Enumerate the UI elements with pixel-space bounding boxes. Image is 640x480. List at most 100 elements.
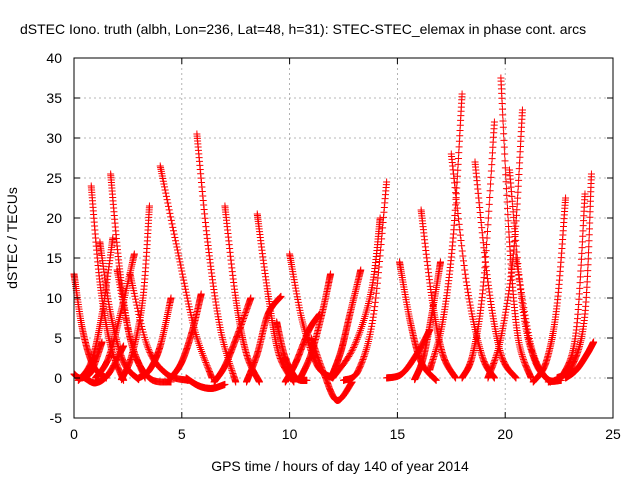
data-point (477, 348, 485, 356)
data-point (458, 242, 466, 250)
data-point (431, 349, 439, 357)
data-point (520, 356, 528, 364)
data-point (200, 353, 208, 361)
data-point (432, 348, 440, 355)
data-point (370, 310, 378, 318)
data-series (307, 334, 356, 404)
data-point (347, 348, 355, 356)
data-point (118, 296, 126, 304)
data-point (491, 357, 499, 365)
data-point (183, 291, 191, 299)
y-tick-label: 10 (46, 290, 62, 306)
data-point (515, 176, 523, 184)
data-point (180, 276, 188, 284)
data-point (482, 253, 490, 261)
data-point (500, 143, 508, 151)
data-point (530, 353, 538, 361)
data-point (145, 345, 153, 353)
data-point (492, 353, 500, 361)
data-point (499, 117, 507, 125)
data-point (175, 255, 183, 263)
data-point (171, 233, 179, 241)
data-point (467, 304, 475, 312)
data-point (116, 283, 124, 291)
data-point (576, 273, 584, 281)
data-point (383, 178, 391, 186)
data-point (228, 366, 236, 374)
data-point (462, 274, 470, 282)
data-point (529, 350, 537, 358)
data-point (585, 225, 593, 233)
data-point (292, 284, 300, 292)
data-point (130, 289, 138, 297)
data-point (203, 362, 211, 370)
data-point (517, 288, 525, 296)
data-point (183, 294, 191, 302)
data-point (197, 290, 205, 298)
data-point (172, 240, 180, 248)
data-point (466, 298, 474, 306)
data-point (375, 263, 383, 271)
data-point (452, 374, 460, 382)
data-point (291, 281, 299, 289)
data-point (585, 237, 593, 245)
data-point (479, 239, 487, 247)
data-series (117, 202, 153, 384)
data-point (502, 171, 510, 179)
data-point (374, 274, 382, 282)
data-point (232, 378, 240, 386)
data-point (490, 118, 498, 126)
data-point (487, 180, 495, 188)
data-point (119, 299, 127, 307)
data-point (478, 224, 486, 232)
data-point (457, 237, 465, 245)
data-point (562, 194, 570, 202)
data-series (529, 194, 570, 386)
data-point (490, 374, 498, 382)
data-point (351, 340, 359, 348)
data-point (164, 202, 172, 210)
data-point (315, 358, 323, 366)
data-point (376, 214, 384, 222)
data-point (161, 183, 169, 191)
data-point (460, 262, 468, 270)
data-point (350, 342, 358, 350)
data-point (358, 358, 366, 366)
data-point (584, 255, 592, 263)
y-axis-label: dSTEC / TECUs (4, 187, 20, 289)
data-point (163, 196, 171, 204)
data-point (327, 270, 335, 278)
data-series (484, 106, 526, 382)
y-tick-label: 30 (46, 130, 62, 146)
data-point (314, 355, 322, 363)
x-tick-label: 5 (178, 426, 186, 442)
data-point (181, 285, 189, 293)
data-point (167, 294, 175, 302)
data-point (459, 257, 467, 265)
data-point (370, 306, 378, 314)
data-point (138, 323, 146, 331)
data-point (585, 243, 593, 251)
y-tick-label: 0 (54, 370, 62, 386)
data-point (352, 337, 360, 345)
data-point (312, 349, 320, 357)
data-point (373, 284, 381, 292)
data-series (383, 326, 434, 382)
data-point (453, 204, 461, 212)
data-point (247, 294, 255, 302)
data-series (329, 214, 384, 382)
data-point (170, 230, 178, 238)
data-point (462, 278, 470, 286)
data-point (312, 347, 320, 355)
data-point (463, 285, 471, 293)
data-point (371, 303, 379, 311)
data-point (483, 227, 491, 235)
data-point (204, 363, 212, 371)
data-point (221, 380, 229, 388)
data-point (238, 319, 246, 327)
data-point (120, 302, 128, 310)
data-point (451, 184, 459, 192)
data-point (202, 358, 210, 366)
data-point (518, 352, 526, 360)
